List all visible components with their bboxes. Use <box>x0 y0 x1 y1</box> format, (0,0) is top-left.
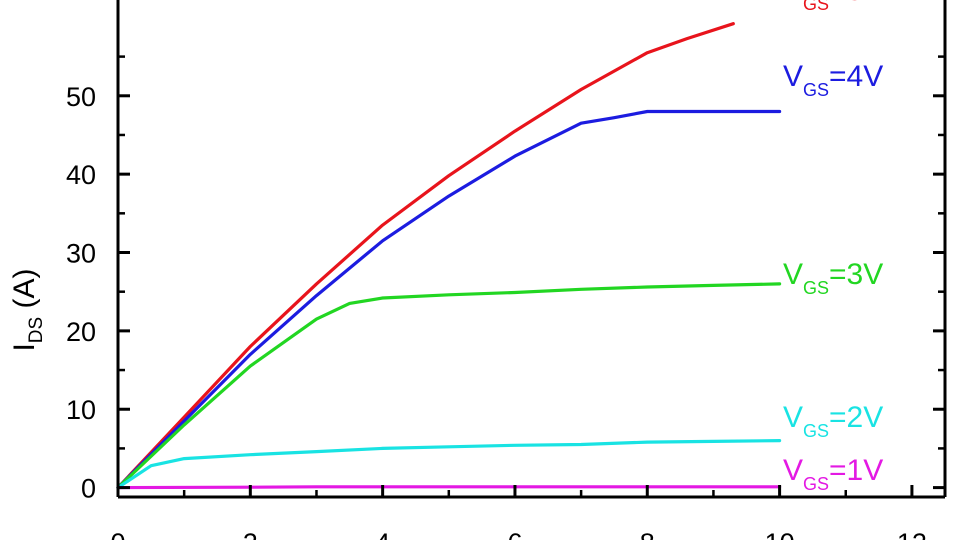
x-tick-label: 10 <box>765 528 795 540</box>
series-label-vgs-2v: VGS=2V <box>783 401 883 441</box>
x-tick-label: 4 <box>375 528 390 540</box>
y-tick-label: 30 <box>66 239 96 269</box>
series-line-vgs-3v <box>116 282 782 490</box>
x-tick-label: 8 <box>640 528 655 540</box>
y-axis-label: IDS (A) <box>8 268 47 351</box>
series-line-vgs-5v <box>116 22 735 490</box>
axes: 0 10 20 30 40 50 0 2 4 6 8 10 12 <box>66 0 947 540</box>
series-label-vgs-4v: VGS=4V <box>783 60 883 100</box>
series-line-vgs-2v <box>116 439 782 490</box>
x-tick-label: 6 <box>507 528 522 540</box>
series-label-vgs-1v: VGS=1V <box>783 454 883 494</box>
x-tick-label: 2 <box>243 528 258 540</box>
y-axis-label-main: I <box>8 343 41 351</box>
x-tick-label: 12 <box>897 528 927 540</box>
y-axis-label-sub: DS <box>26 317 47 343</box>
series-labels: VGS=5V VGS=4V VGS=3V VGS=2V VGS=1V <box>783 0 883 494</box>
y-tick-label: 0 <box>81 474 96 504</box>
series-line-vgs-4v <box>116 109 782 490</box>
y-tick-label: 10 <box>66 395 96 425</box>
series-line-vgs-1v <box>116 485 782 490</box>
y-axis-label-unit: (A) <box>8 268 41 316</box>
series-label-vgs-3v: VGS=3V <box>783 258 883 298</box>
y-tick-label: 50 <box>66 82 96 112</box>
series-label-vgs-5v: VGS=5V <box>783 0 883 14</box>
y-tick-label: 20 <box>66 317 96 347</box>
x-tick-label: 0 <box>110 528 125 540</box>
y-tick-label: 40 <box>66 160 96 190</box>
series-group <box>116 22 782 490</box>
